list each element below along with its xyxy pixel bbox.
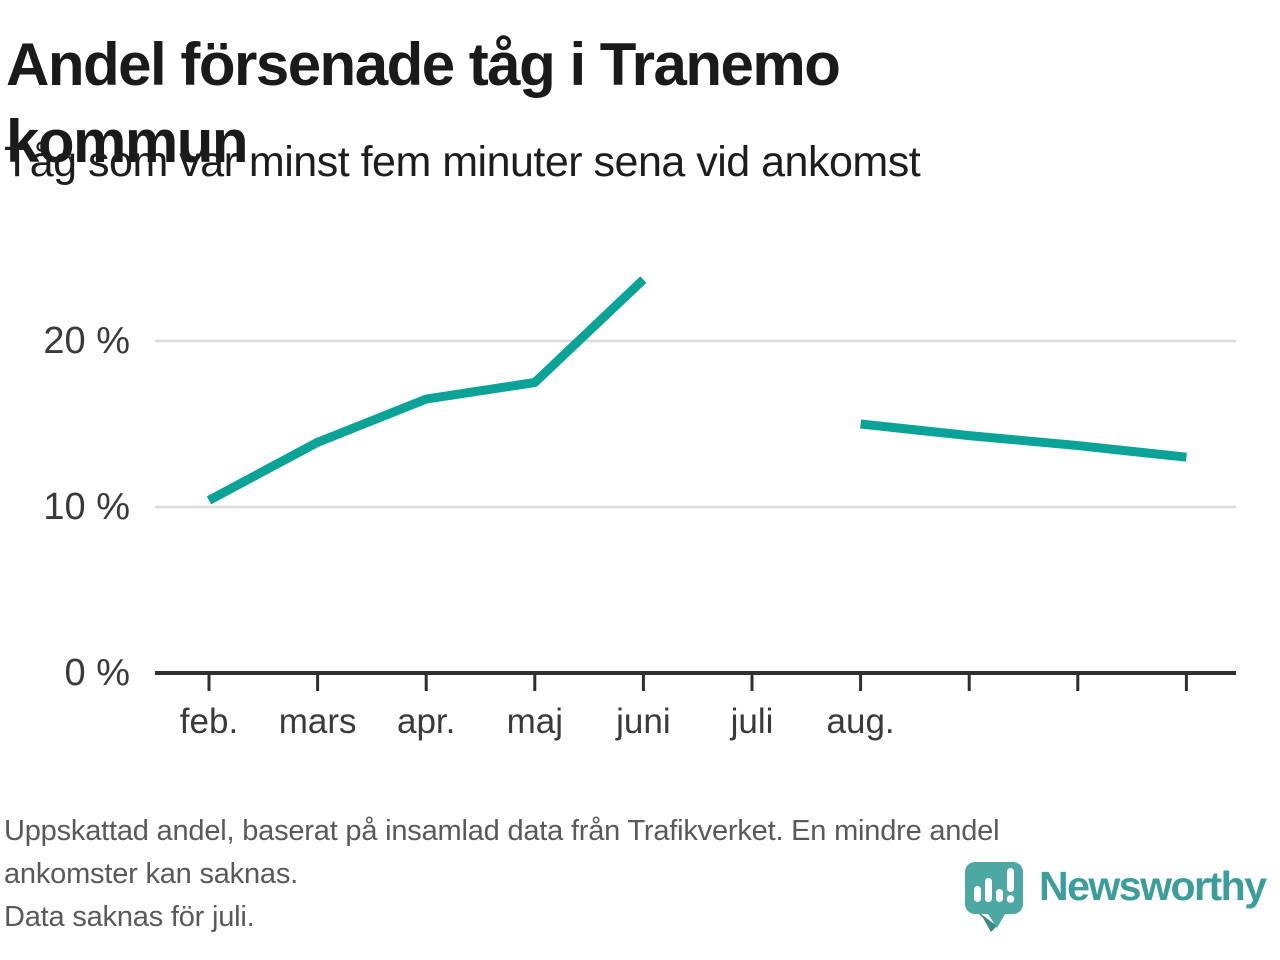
chart-subtitle: Tåg som var minst fem minuter sena vid a… — [4, 138, 921, 186]
y-tick-label: 0 % — [64, 652, 130, 694]
x-tick-label: juni — [616, 702, 671, 741]
x-tick-label: aug. — [826, 702, 895, 741]
footer-note-line: Data saknas för juli. — [4, 901, 255, 933]
x-tick-label: feb. — [179, 702, 239, 741]
footer-note-line: ankomster kan saknas. — [4, 858, 298, 890]
footer-note-line: Uppskattad andel, baserat på insamlad da… — [4, 815, 1000, 847]
x-tick-label: apr. — [396, 702, 456, 741]
y-tick-label: 20 % — [43, 320, 130, 362]
newsworthy-wordmark: Newsworthy — [1039, 863, 1267, 909]
footer-note: Uppskattad andel, baserat på insamlad da… — [4, 810, 1274, 939]
y-tick-label: 10 % — [43, 486, 130, 528]
newsworthy-logo: Newsworthy — [963, 860, 1275, 940]
page-title: Andel försenade tåg i Tranemo kommun — [6, 31, 841, 175]
x-tick-label: maj — [506, 702, 563, 741]
x-tick-label: juli — [730, 702, 774, 741]
x-tick-label: mars — [278, 702, 357, 741]
newsworthy-pin-icon — [965, 862, 1023, 932]
